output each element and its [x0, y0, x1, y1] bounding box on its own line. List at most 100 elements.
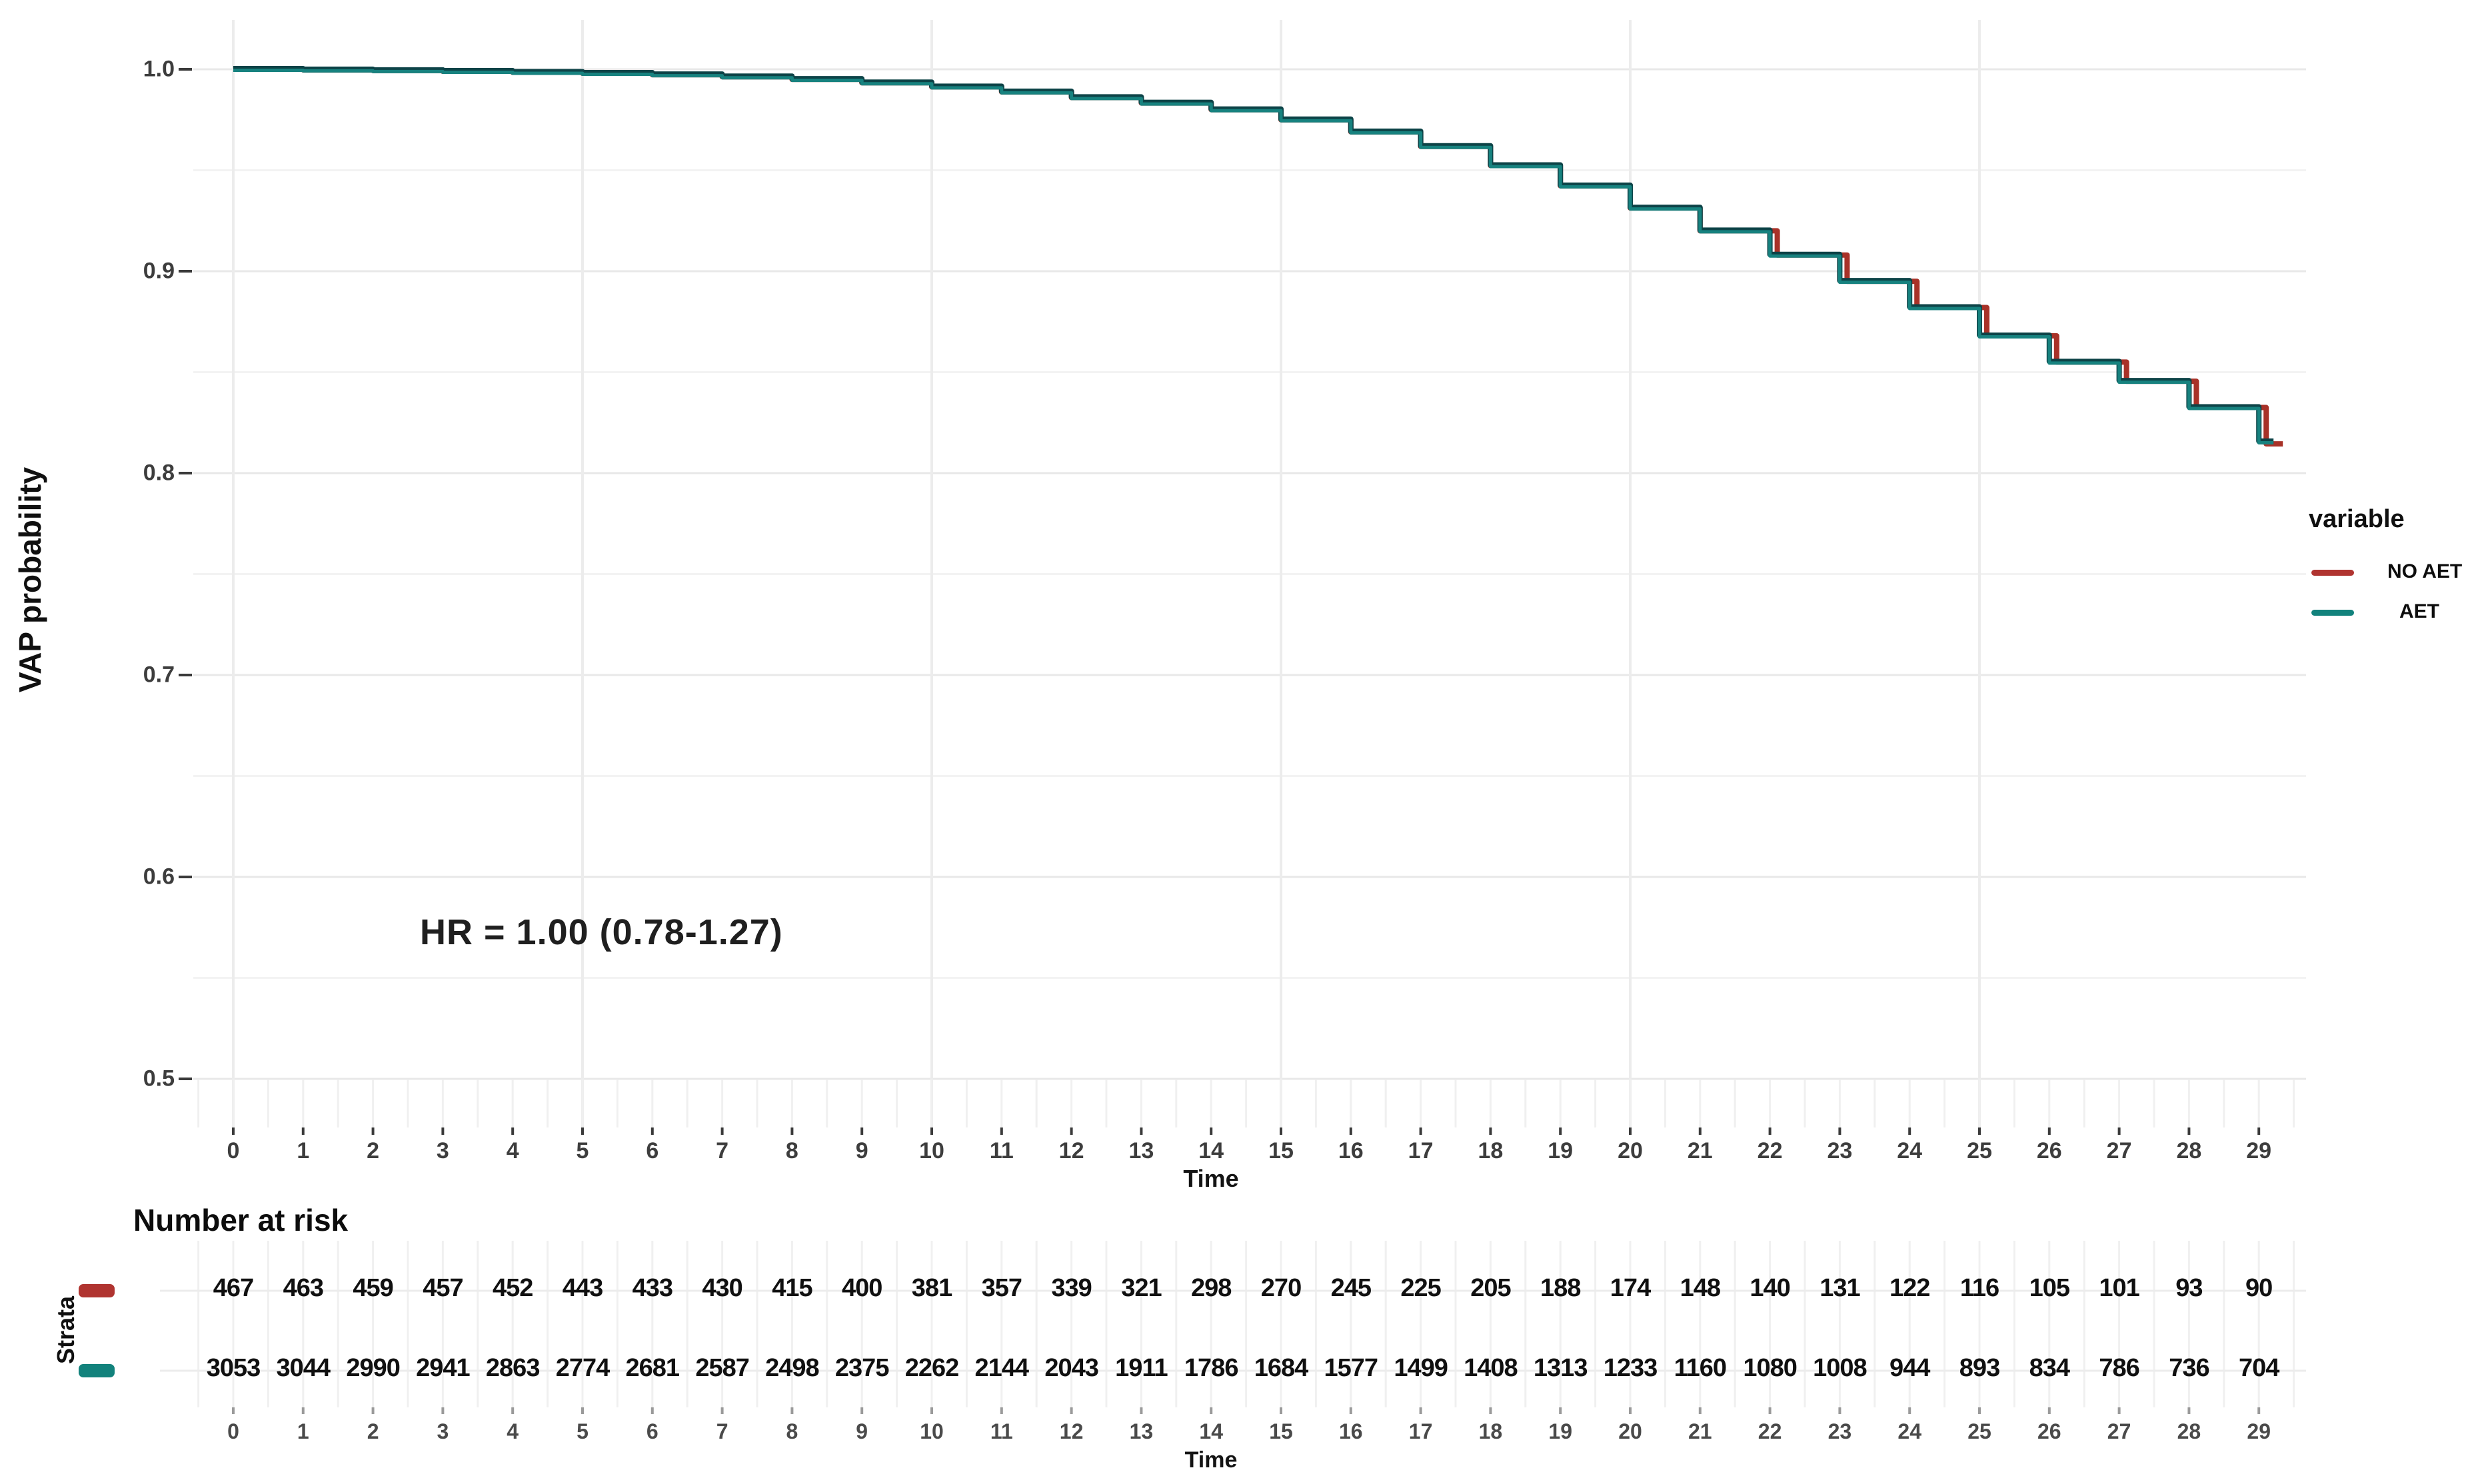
legend-label-aet: AET — [2399, 600, 2439, 622]
risk-value: 90 — [2245, 1274, 2273, 1302]
risk-value: 131 — [1820, 1274, 1860, 1302]
risk-value: 225 — [1400, 1274, 1441, 1302]
risk-value: 101 — [2099, 1274, 2139, 1302]
risk-x-tick-label: 19 — [1548, 1419, 1572, 1443]
risk-x-tick-label: 5 — [577, 1419, 589, 1443]
x-tick-label: 5 — [576, 1138, 589, 1163]
x-tick-label: 3 — [436, 1138, 449, 1163]
risk-value: 2774 — [555, 1354, 611, 1382]
x-tick-label: 6 — [646, 1138, 659, 1163]
risk-value: 3044 — [276, 1354, 331, 1382]
risk-value: 443 — [562, 1274, 603, 1302]
risk-value: 321 — [1121, 1274, 1162, 1302]
y-tick-label: 0.7 — [143, 662, 175, 688]
risk-value: 704 — [2238, 1354, 2279, 1382]
risk-x-tick-label: 16 — [1339, 1419, 1363, 1443]
x-tick-label: 22 — [1757, 1138, 1783, 1163]
gridlines — [160, 20, 2306, 1407]
risk-value: 457 — [423, 1274, 463, 1302]
x-tick-label: 28 — [2176, 1138, 2202, 1163]
x-tick-label: 1 — [297, 1138, 310, 1163]
x-tick-label: 9 — [855, 1138, 868, 1163]
risk-value: 2144 — [974, 1354, 1030, 1382]
y-axis-title: VAP probability — [13, 466, 47, 693]
risk-value: 944 — [1889, 1354, 1930, 1382]
risk-value: 452 — [492, 1274, 533, 1302]
risk-value: 1313 — [1533, 1354, 1588, 1382]
risk-value: 2990 — [346, 1354, 401, 1382]
x-tick-label: 27 — [2106, 1138, 2132, 1163]
risk-table-title: Number at risk — [133, 1203, 349, 1237]
x-tick-label: 16 — [1338, 1138, 1364, 1163]
risk-value: 3053 — [206, 1354, 261, 1382]
x-axis-title: Time — [1183, 1165, 1239, 1192]
risk-value: 140 — [1750, 1274, 1790, 1302]
risk-value: 357 — [981, 1274, 1022, 1302]
risk-value: 2587 — [695, 1354, 750, 1382]
risk-value: 1080 — [1743, 1354, 1798, 1382]
y-tick-label: 1.0 — [143, 56, 175, 82]
risk-value: 1499 — [1394, 1354, 1448, 1382]
x-tick-label: 8 — [785, 1138, 798, 1163]
risk-value: 433 — [632, 1274, 673, 1302]
x-tick-label: 14 — [1198, 1138, 1224, 1163]
risk-x-tick-label: 10 — [920, 1419, 944, 1443]
risk-value: 2375 — [834, 1354, 890, 1382]
risk-x-tick-label: 21 — [1688, 1419, 1712, 1443]
risk-value: 467 — [213, 1274, 254, 1302]
risk-x-tick-label: 15 — [1269, 1419, 1293, 1443]
x-tick-label: 18 — [1478, 1138, 1504, 1163]
risk-x-tick-label: 20 — [1618, 1419, 1642, 1443]
risk-value: 1160 — [1674, 1354, 1727, 1382]
risk-value: 105 — [2029, 1274, 2070, 1302]
risk-value: 463 — [283, 1274, 324, 1302]
risk-value: 93 — [2175, 1274, 2203, 1302]
strata-swatch-no-aet — [79, 1284, 115, 1297]
risk-x-tick-label: 6 — [646, 1419, 658, 1443]
x-tick-label: 21 — [1687, 1138, 1713, 1163]
risk-value: 116 — [1959, 1274, 1999, 1302]
risk-value: 298 — [1190, 1274, 1232, 1302]
risk-value: 1577 — [1324, 1354, 1379, 1382]
x-tick-label: 4 — [506, 1138, 519, 1163]
risk-value: 400 — [841, 1274, 882, 1302]
km-curve-no-aet — [233, 67, 2283, 447]
risk-value: 381 — [911, 1274, 952, 1302]
risk-value: 736 — [2169, 1354, 2209, 1382]
y-tick-label: 0.6 — [143, 864, 175, 890]
y-tick-label: 0.5 — [143, 1066, 175, 1092]
risk-x-axis-title: Time — [1184, 1447, 1238, 1473]
x-tick-label: 13 — [1128, 1138, 1154, 1163]
legend-title: variable — [2309, 505, 2405, 533]
survival-curves — [233, 66, 2283, 447]
risk-value: 1233 — [1603, 1354, 1658, 1382]
x-tick-label: 15 — [1268, 1138, 1294, 1163]
aet-line-swatch — [2311, 610, 2354, 616]
x-tick-label: 7 — [716, 1138, 729, 1163]
risk-x-tick-label: 3 — [437, 1419, 449, 1443]
y-tick-label: 0.9 — [143, 258, 175, 284]
risk-x-tick-label: 18 — [1478, 1419, 1503, 1443]
risk-value: 1008 — [1813, 1354, 1867, 1382]
x-tick-label: 10 — [919, 1138, 944, 1163]
risk-x-tick-label: 11 — [990, 1419, 1013, 1443]
risk-x-tick-label: 7 — [716, 1419, 728, 1443]
risk-value: 188 — [1540, 1274, 1581, 1302]
risk-x-tick-label: 12 — [1059, 1419, 1084, 1443]
risk-value: 245 — [1330, 1274, 1372, 1302]
x-tick-label: 11 — [989, 1138, 1014, 1163]
risk-value: 893 — [1959, 1354, 2000, 1382]
risk-value: 2941 — [416, 1354, 471, 1382]
risk-value: 2043 — [1044, 1354, 1099, 1382]
x-tick-label: 12 — [1058, 1138, 1084, 1163]
y-tick-label: 0.8 — [143, 460, 175, 486]
risk-value: 339 — [1051, 1274, 1092, 1302]
risk-value: 205 — [1470, 1274, 1511, 1302]
risk-x-tick-label: 25 — [1967, 1419, 1991, 1443]
x-tick-label: 24 — [1897, 1138, 1923, 1163]
legend: variable NO AET AET — [2305, 505, 2476, 632]
legend-item-no-aet: NO AET — [2305, 552, 2476, 592]
x-tick-label: 26 — [2036, 1138, 2062, 1163]
risk-value: 2863 — [485, 1354, 541, 1382]
